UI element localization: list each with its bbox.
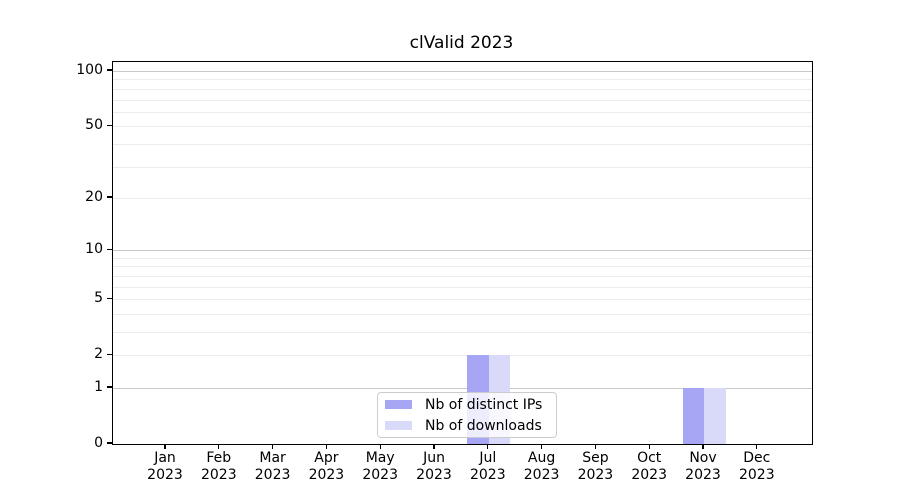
y-tick-mark-2: [107, 353, 112, 355]
x-tick-label-jul: Jul 2023: [469, 450, 506, 483]
gridline-30: [113, 166, 812, 168]
x-tick-label-aug: Aug 2023: [523, 450, 560, 483]
gridlines-layer: [113, 62, 812, 444]
x-tick-label-apr: Apr 2023: [308, 450, 345, 483]
legend-swatch-downloads: [385, 421, 412, 430]
y-tick-mark-0: [107, 442, 112, 444]
y-tick-label-2: 2: [94, 346, 103, 363]
y-tick-mark-5: [107, 297, 112, 299]
gridline-80: [113, 88, 812, 90]
gridline-1: [113, 387, 812, 389]
x-tick-mark-jun: [433, 444, 435, 450]
gridline-6: [113, 286, 812, 288]
gridline-5: [113, 299, 812, 301]
x-tick-mark-jul: [487, 444, 489, 450]
x-tick-mark-dec: [756, 444, 758, 450]
y-tick-mark-50: [107, 124, 112, 126]
legend-item-downloads: Nb of downloads: [385, 416, 556, 435]
x-tick-label-feb: Feb 2023: [200, 450, 237, 483]
x-tick-label-jan: Jan 2023: [147, 450, 183, 483]
plot-area: [112, 61, 813, 445]
x-tick-label-jun: Jun 2023: [416, 450, 452, 483]
gridline-8: [113, 266, 812, 268]
x-tick-mark-mar: [271, 444, 274, 450]
gridline-4: [113, 313, 812, 315]
gridline-100: [113, 71, 812, 73]
y-tick-label-1: 1: [94, 378, 103, 395]
legend: Nb of distinct IPs Nb of downloads: [377, 392, 557, 438]
y-tick-label-100: 100: [76, 62, 103, 79]
x-tick-label-nov: Nov 2023: [685, 450, 721, 483]
gridline-70: [113, 99, 812, 101]
x-tick-label-sep: Sep 2023: [577, 450, 614, 483]
legend-label-downloads: Nb of downloads: [425, 417, 542, 434]
x-tick-label-mar: Mar 2023: [254, 450, 291, 483]
x-tick-mark-aug: [540, 444, 543, 450]
legend-item-distinct-ips: Nb of distinct IPs: [385, 395, 556, 414]
gridline-10: [113, 250, 812, 252]
y-tick-mark-1: [107, 386, 112, 388]
x-tick-label-may: May 2023: [362, 450, 398, 483]
x-tick-mark-feb: [218, 444, 220, 450]
y-tick-mark-20: [107, 196, 112, 198]
gridline-60: [113, 111, 812, 113]
x-tick-mark-may: [379, 444, 381, 450]
gridline-7: [113, 275, 812, 277]
y-tick-label-5: 5: [94, 290, 103, 307]
x-tick-label-dec: Dec 2023: [738, 450, 775, 483]
gridline-90: [113, 79, 812, 81]
y-tick-label-10: 10: [85, 241, 103, 258]
chart-title: clValid 2023: [409, 33, 514, 53]
x-tick-label-oct: Oct 2023: [631, 450, 667, 483]
legend-swatch-distinct-ips: [385, 400, 412, 409]
y-tick-label-50: 50: [85, 117, 103, 134]
legend-label-distinct-ips: Nb of distinct IPs: [425, 396, 543, 413]
gridline-2: [113, 355, 812, 357]
x-tick-mark-nov: [702, 444, 704, 450]
bar-nb-of-distinct-ips-nov-2023: [682, 387, 704, 444]
y-tick-mark-100: [107, 69, 112, 71]
gridline-9: [113, 257, 812, 259]
gridline-20: [113, 197, 812, 199]
gridline-3: [113, 331, 812, 333]
x-tick-mark-oct: [648, 444, 650, 450]
y-tick-mark-10: [107, 248, 112, 250]
y-tick-label-0: 0: [94, 435, 103, 451]
bars-layer: [113, 62, 812, 444]
x-tick-mark-jan: [164, 444, 166, 450]
gridline-50: [113, 126, 812, 128]
gridline-40: [113, 143, 812, 145]
x-tick-mark-apr: [325, 444, 328, 450]
y-tick-label-20: 20: [85, 188, 103, 205]
x-tick-mark-sep: [594, 444, 597, 450]
bar-nb-of-downloads-nov-2023: [704, 387, 726, 444]
